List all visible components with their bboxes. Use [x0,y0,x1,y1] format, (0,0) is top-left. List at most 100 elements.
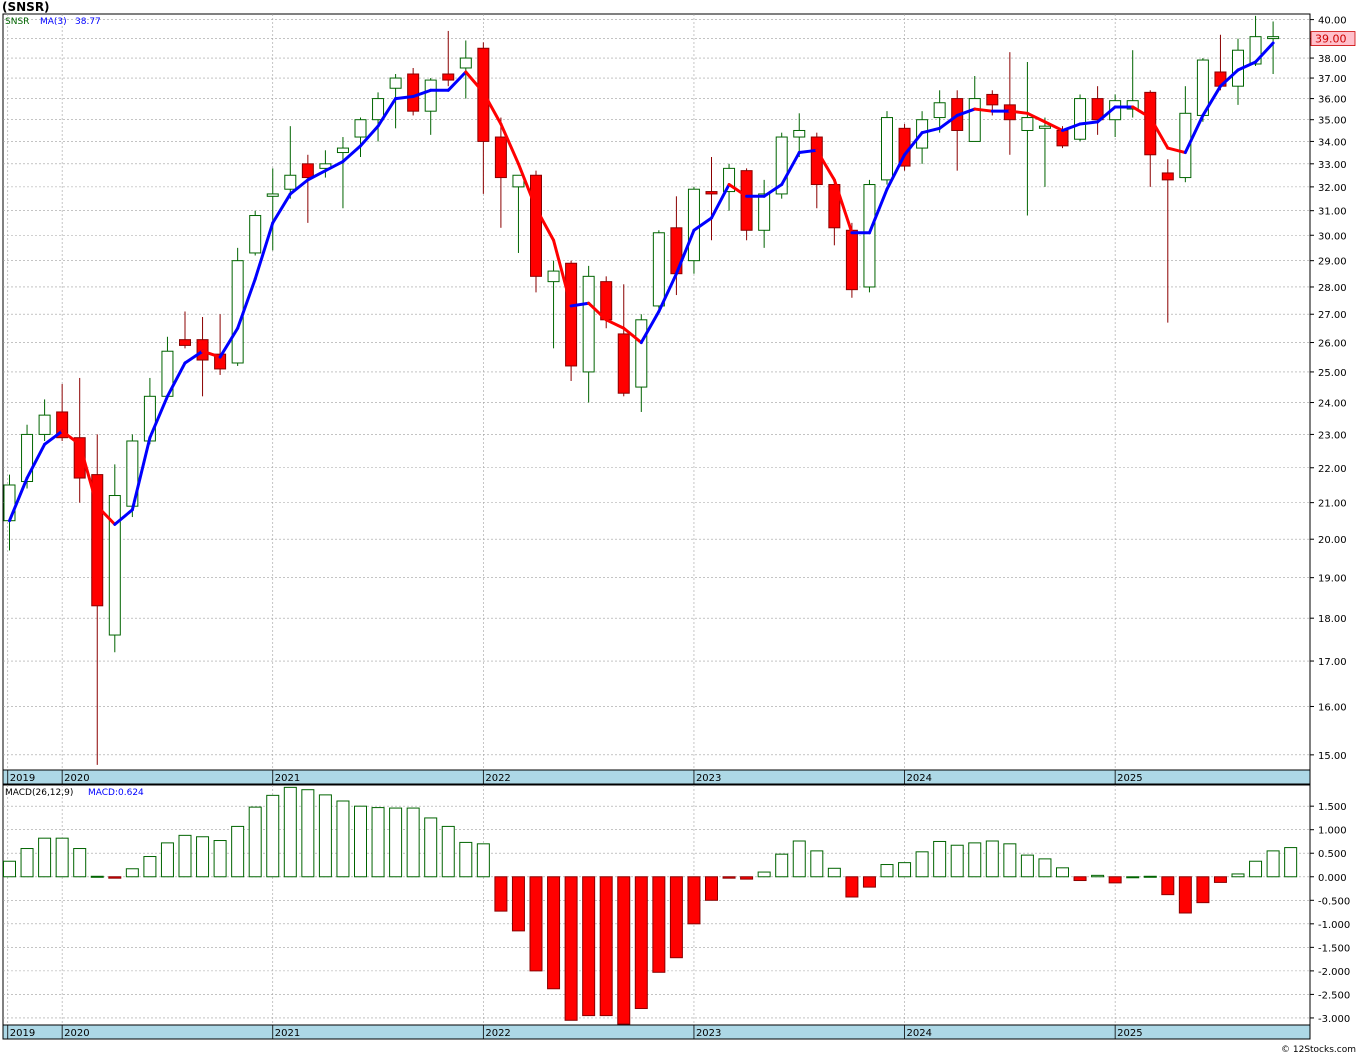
candle-body [687,188,700,262]
ma-line-segment [183,349,205,365]
macd-bar [985,840,999,878]
price-tick-label: 35.00 [1318,116,1347,127]
candle-body [758,193,771,231]
macd-bar [634,876,648,1010]
macd-tick-label: -2.500 [1318,990,1350,1001]
ma-line-segment [516,162,538,210]
date-tick-label: 2022 [485,773,510,784]
candle-body [968,98,981,142]
date-tick-label: 2019 [10,773,35,784]
price-legend-ticker: SNSR [5,17,29,27]
ma-line-segment [1131,105,1152,120]
macd-bar [1020,854,1034,878]
price-legend-ma-value: 38.77 [75,17,101,27]
macd-bar [476,843,490,878]
candle-body [547,270,560,283]
candle-body [863,184,876,288]
macd-bar [740,876,754,880]
ma-line-segment [218,326,240,359]
macd-bar [231,825,245,878]
macd-bar [722,876,736,879]
date-tick-label: 2025 [1117,773,1142,784]
candle-body [1021,117,1034,131]
macd-bar [336,800,350,878]
date-tick-label: 2023 [696,773,721,784]
date-tick-label: 2022 [485,1028,510,1039]
macd-bar [1249,860,1263,878]
macd-legend-value: MACD:0.624 [88,788,144,798]
macd-bar [1126,876,1140,879]
candle-body [705,191,718,195]
macd-bar [775,853,789,878]
candle-body [459,57,472,69]
macd-bar [1143,875,1157,878]
price-date-axis-band [2,769,1311,785]
ma-line-segment [25,442,47,480]
candle-body [494,136,507,179]
candle-body [372,98,385,121]
ma-line-segment [288,178,310,196]
ma-line-segment [1043,120,1064,132]
ma-line-segment [201,349,222,359]
candle-body [881,117,893,181]
ma-line-segment [376,97,398,128]
macd-bar [38,837,52,878]
candle-body [740,170,753,231]
macd-bar [564,876,578,1021]
macd-bar [845,876,859,898]
ma-line-segment [499,122,520,166]
ma-line-segment [323,160,345,173]
candle-body [1056,129,1069,147]
macd-bar [1213,876,1227,883]
macd-bar [389,807,403,878]
ma-line-segment [973,107,994,113]
macd-bar [862,876,876,888]
ma-line-segment [341,144,362,164]
price-tick-label: 32.00 [1318,183,1347,194]
macd-legend-label: MACD(26,12,9) [5,788,73,798]
candle-body [845,229,858,291]
macd-bar [424,817,438,878]
candle-body [986,93,999,106]
price-tick-label: 31.00 [1318,207,1347,218]
macd-bar [898,862,912,878]
price-tick-label: 19.00 [1318,574,1347,585]
candle-body [600,281,613,321]
ma-line-segment [657,272,678,313]
macd-bar [90,875,104,878]
last-price-label: 39.00 [1315,33,1347,46]
macd-bar [1038,858,1052,878]
ma-line-segment [639,309,661,345]
candle-body [652,232,665,307]
macd-tick-label: 0.500 [1318,849,1347,860]
ma-line-segment [411,88,433,99]
date-tick-label: 2020 [64,773,89,784]
ma-line-segment [832,178,854,235]
macd-bar [1266,850,1280,878]
ma-line-segment [1148,116,1170,150]
ma-line-segment [306,169,327,182]
macd-bar [933,840,947,878]
chart-title: (SNSR) [2,0,50,14]
candle-body [284,174,297,190]
date-tick-label: 2025 [1117,1028,1142,1039]
candle-body [21,433,34,483]
ma-line-segment [727,183,749,198]
candle-body [810,136,823,186]
macd-tick-label: -3.000 [1318,1014,1350,1025]
candle-body [723,167,736,193]
price-tick-label: 34.00 [1318,137,1347,148]
macd-bar [441,825,455,878]
candle-body [108,495,121,636]
macd-bar [547,876,561,990]
macd-bar [354,805,367,878]
macd-bar [196,836,210,878]
date-tick-label: 2021 [275,1028,300,1039]
candle-body [793,129,806,138]
price-tick-label: 29.00 [1318,257,1347,268]
date-tick-label: 2024 [907,1028,932,1039]
ma-line-segment [1096,105,1117,124]
candle-body [1179,112,1192,179]
macd-bar [1284,847,1298,878]
price-tick-label: 40.00 [1318,16,1347,27]
